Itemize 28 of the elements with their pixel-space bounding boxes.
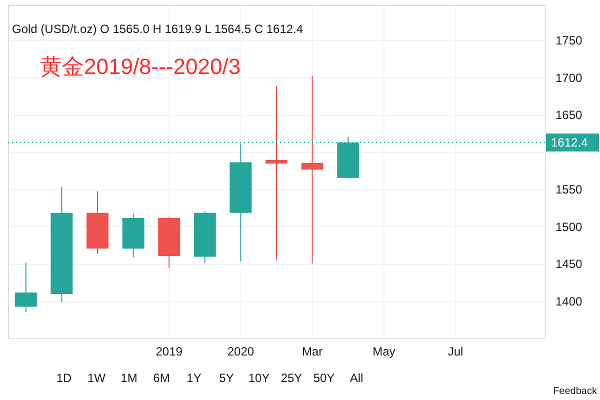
text: 1W	[88, 371, 106, 385]
ref-line-label: 1612.4	[551, 136, 588, 150]
text: 10Y	[248, 371, 270, 385]
y-tick-label: 1650	[556, 108, 583, 122]
text: 6M	[153, 371, 170, 385]
candlestick	[14, 262, 37, 312]
y-tick-label: 1550	[556, 182, 583, 197]
text: All	[350, 371, 364, 385]
text: 1D	[56, 371, 72, 385]
text: 1M	[120, 371, 138, 385]
y-tick-label: 1750	[556, 34, 583, 48]
text: Gold (USD/t.oz) O 1565.0 H 1619.9 L 1564.5 C 1612.4	[12, 22, 304, 36]
y-tick-label: 1400	[556, 294, 583, 308]
text: 5Y	[219, 371, 234, 385]
text: Feedback	[553, 386, 598, 397]
text: 25Y	[280, 371, 302, 385]
x-tick-label: 2020	[227, 344, 254, 358]
text: 50Y	[313, 371, 335, 385]
candlestick	[266, 86, 288, 260]
x-tick-label: Mar	[302, 344, 323, 358]
x-tick-label: Jul	[448, 344, 464, 358]
x-tick-label: 2019	[156, 344, 183, 358]
text: 黄金2019/8---2020/3	[40, 54, 241, 79]
text: 1Y	[186, 371, 202, 385]
y-tick-label: 1500	[556, 220, 583, 234]
y-tick-label: 1450	[556, 257, 583, 272]
x-tick-label: May	[372, 344, 396, 358]
y-tick-label: 1700	[556, 70, 583, 85]
